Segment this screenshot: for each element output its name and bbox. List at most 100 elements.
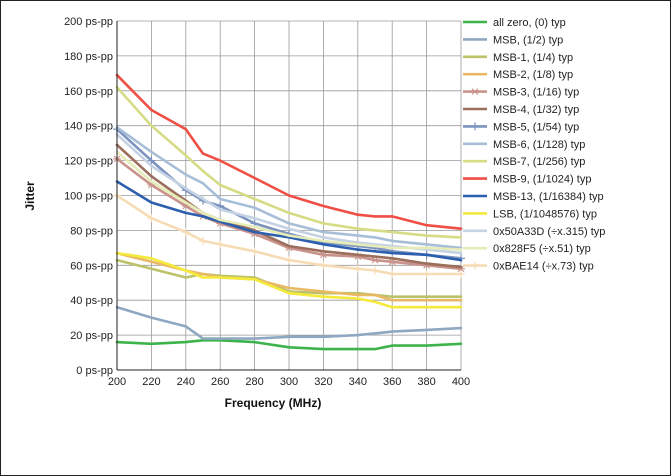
series-lines (113, 73, 465, 351)
data-point (373, 250, 377, 253)
x-axis-label: Frequency (MHz) (225, 396, 322, 410)
data-point (459, 326, 463, 330)
data-point (459, 258, 463, 262)
x-tick-label: 240 (177, 376, 195, 388)
data-point (425, 295, 428, 298)
series-group (115, 73, 463, 230)
data-point (391, 257, 394, 260)
data-point (459, 305, 463, 309)
data-point (459, 265, 463, 269)
data-point (253, 206, 256, 209)
data-point (391, 251, 394, 255)
data-point (356, 297, 359, 300)
data-point (184, 201, 187, 204)
series-group (115, 86, 463, 239)
data-point (322, 239, 325, 243)
data-point (391, 344, 394, 347)
legend-label: MSB-3, (1/16) typ (493, 87, 579, 99)
data-point (391, 330, 394, 333)
data-point (373, 229, 377, 232)
data-point (287, 211, 291, 215)
series-group (115, 126, 463, 250)
data-point (320, 251, 327, 259)
data-point (322, 230, 325, 234)
data-point (373, 332, 377, 335)
y-tick-label: 0 ps-pp (76, 365, 113, 377)
data-point (459, 236, 463, 239)
legend-label: MSB-4, (1/32) typ (493, 104, 579, 116)
x-tick-label: 380 (417, 376, 435, 388)
data-point (184, 187, 187, 190)
y-tick-label: 140 ps-pp (64, 121, 113, 133)
x-tick-label: 260 (211, 376, 229, 388)
data-point (425, 223, 428, 227)
x-tick-label: 280 (245, 376, 263, 388)
data-point (219, 276, 222, 279)
y-tick-label: 160 ps-pp (64, 86, 113, 98)
axes: 0 ps-pp 20 ps-pp 40 ps-pp 60 ps-pp 80 ps-pp 1… (64, 16, 470, 388)
data-point (184, 154, 187, 157)
y-tick-label: 40 ps-pp (70, 295, 113, 307)
data-point (253, 337, 256, 340)
legend-label: MSB-2, (1/8) typ (493, 69, 573, 81)
data-point (322, 204, 325, 208)
data-point (253, 340, 256, 344)
data-point (391, 246, 394, 250)
data-point (373, 255, 377, 258)
y-tick-label: 120 ps-pp (64, 156, 113, 168)
data-point (201, 182, 205, 185)
legend-label: 0xBAE14 (÷x.73) typ (493, 261, 594, 273)
data-point (322, 335, 325, 339)
data-point (184, 340, 187, 344)
data-point (150, 316, 153, 319)
data-point (201, 197, 205, 201)
data-point (150, 164, 153, 168)
data-point (322, 243, 325, 246)
data-point (219, 183, 222, 187)
data-point (150, 124, 153, 127)
data-point (150, 175, 153, 178)
data-point (356, 253, 359, 257)
data-point (373, 347, 377, 351)
x-tick-label: 200 (108, 376, 126, 388)
legend-label: MSB-6, (1/128) typ (493, 139, 585, 151)
data-point (201, 152, 205, 155)
data-point (459, 248, 463, 251)
data-point (459, 295, 463, 298)
data-point (150, 342, 153, 346)
data-point (150, 180, 153, 183)
data-point (459, 251, 463, 255)
data-point (322, 347, 325, 351)
data-point (219, 337, 222, 340)
data-point (391, 215, 394, 218)
data-point (425, 234, 428, 237)
data-point (287, 227, 291, 230)
data-point (425, 328, 428, 332)
series-group (115, 251, 463, 309)
series-group (115, 180, 463, 262)
data-point (219, 197, 222, 201)
data-point (201, 276, 205, 279)
y-tick-label: 180 ps-pp (64, 51, 113, 63)
data-point (356, 347, 359, 351)
x-tick-label: 300 (280, 376, 298, 388)
data-point (184, 269, 187, 272)
legend-label: 0x828F5 (÷x.51) typ (493, 243, 591, 255)
data-point (425, 344, 428, 347)
data-point (253, 176, 256, 180)
data-point (356, 213, 359, 216)
data-point (425, 299, 428, 302)
data-point (287, 222, 291, 225)
x-tick-label: 400 (452, 376, 470, 388)
y-tick-label: 200 ps-pp (64, 16, 113, 28)
data-point (150, 201, 153, 204)
data-point (150, 257, 153, 260)
data-point (425, 253, 428, 257)
data-point (322, 250, 325, 253)
data-point (253, 216, 256, 220)
x-tick-label: 320 (314, 376, 332, 388)
data-point (373, 300, 377, 304)
data-point (287, 346, 291, 349)
data-point (150, 267, 153, 270)
